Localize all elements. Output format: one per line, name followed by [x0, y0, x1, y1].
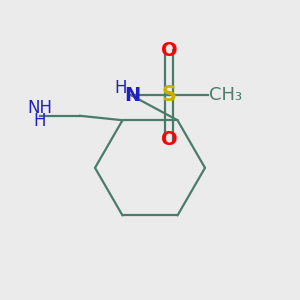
Text: H: H: [34, 112, 46, 130]
Text: N: N: [124, 85, 140, 104]
Text: H: H: [115, 79, 127, 97]
Text: NH: NH: [28, 99, 52, 117]
Text: CH₃: CH₃: [209, 86, 243, 104]
Text: O: O: [161, 130, 178, 149]
Text: S: S: [162, 85, 177, 105]
Text: O: O: [161, 41, 178, 60]
